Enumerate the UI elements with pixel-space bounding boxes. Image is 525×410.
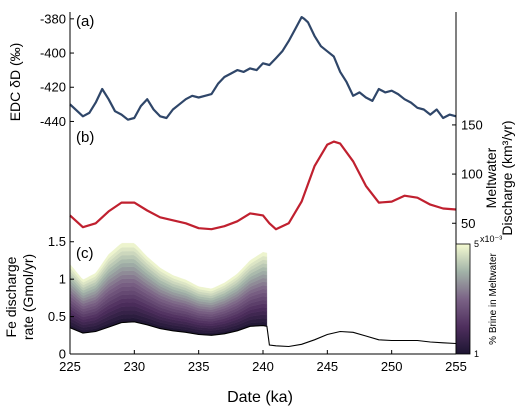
x-tick-label-0: 225 [59, 359, 81, 374]
lines-layer [69, 16, 457, 348]
y-tick-label-0-1: -400 [40, 46, 66, 61]
colorbar-tick-max: 5 [474, 239, 479, 249]
y-tick-label-b-2: 150 [461, 117, 483, 132]
y-tick-label-2-3: 1.5 [48, 234, 66, 249]
y-axis-label-c: Fe discharge rate (Gmol/yr) [3, 254, 36, 340]
fill-layer [69, 242, 268, 336]
y-axis-label-b-line2: Discharge (km³/yr) [499, 120, 515, 235]
y-axis-label-b-line1: Meltwater [483, 147, 499, 208]
y-axis-label-c-line1: Fe discharge [3, 256, 19, 337]
x-axis-label: Date (ka) [227, 389, 293, 406]
deuterium-line [69, 16, 457, 121]
brine-band-19 [69, 242, 268, 292]
colorbar-multiplier: x10⁻³ [480, 234, 502, 244]
y-tick-label-0-2: -420 [40, 80, 66, 95]
axes-layer: 225 230 235 240 245 250 255 -380 -400 -420 -440 0 0.… [40, 11, 483, 374]
y-tick-label-b-1: 100 [461, 167, 483, 182]
y-tick-label-0-0: -380 [40, 11, 66, 26]
fe-discharge-line [69, 321, 457, 348]
y-axis-label-c-line2: rate (Gmol/yr) [20, 254, 36, 340]
y-axis-label-b: Meltwater Discharge (km³/yr) [483, 120, 515, 235]
panel-label-b: (b) [76, 129, 94, 146]
x-tick-label-6: 255 [445, 359, 467, 374]
meltwater-line [69, 140, 457, 231]
y-tick-label-2-2: 1 [59, 272, 66, 287]
colorbar-tick-min: 1 [474, 349, 479, 359]
panel-label-a: (a) [76, 13, 94, 30]
colorbar [455, 243, 471, 355]
panel-label-c: (c) [76, 245, 94, 262]
y-axis-label-a: EDC δD (‰) [7, 43, 23, 122]
x-tick-label-3: 240 [252, 359, 274, 374]
y-tick-label-b-0: 50 [461, 216, 475, 231]
x-tick-label-2: 235 [188, 359, 210, 374]
y-tick-label-0-3: -440 [40, 114, 66, 129]
x-tick-label-1: 230 [123, 359, 145, 374]
colorbar-label: % Brine in Meltwater [488, 252, 499, 344]
y-tick-label-2-0: 0 [59, 347, 66, 362]
y-tick-label-2-1: 0.5 [48, 309, 66, 324]
x-tick-label-5: 250 [381, 359, 403, 374]
x-tick-label-4: 245 [316, 359, 338, 374]
